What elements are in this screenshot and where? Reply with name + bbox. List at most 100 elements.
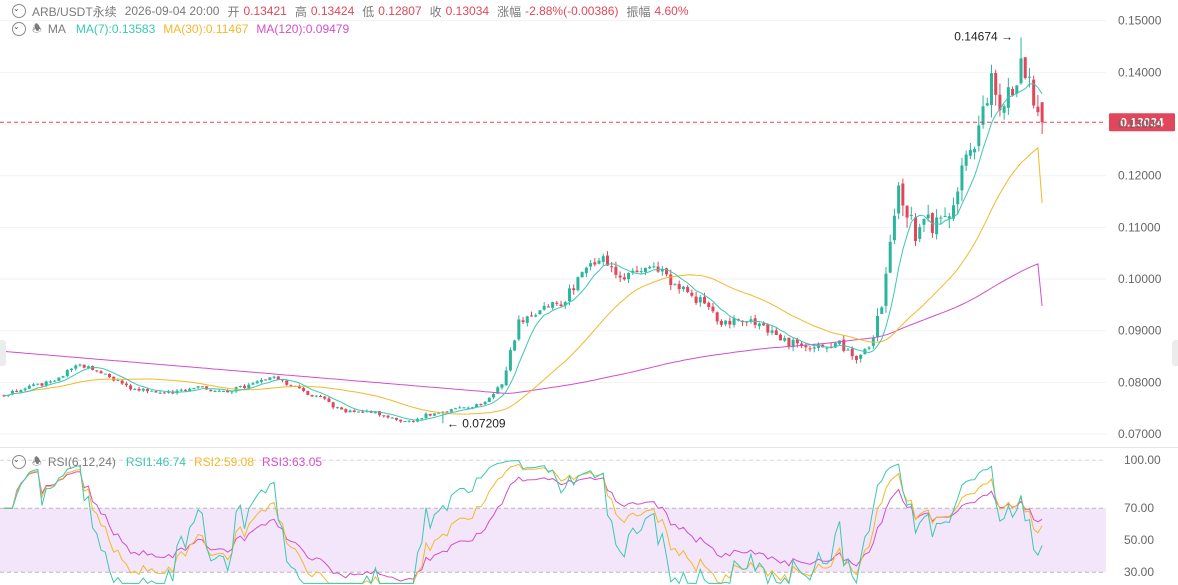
candle-body (386, 415, 390, 418)
high-label: 高 (294, 4, 307, 19)
price-axis-tick: 0.08000 (1118, 375, 1162, 389)
candle-body (690, 292, 694, 296)
rsi1-legend: RSI1:46.74 (125, 455, 186, 469)
candle-body (483, 402, 487, 405)
candle-body (631, 270, 635, 273)
candle-body (892, 215, 896, 241)
candle-body (454, 408, 458, 410)
candle-body (660, 269, 664, 272)
bell-icon[interactable]: 🕭 (32, 22, 42, 35)
ma7-legend: MA(7):0.13583 (75, 22, 156, 36)
candle-body (129, 385, 133, 390)
low-annotation: ← 0.07209 (447, 416, 506, 430)
candle-body (618, 275, 622, 278)
candle-body (846, 349, 850, 351)
candle-body (297, 386, 301, 389)
datetime-label: 2026-09-04 20:00 (124, 4, 220, 18)
candle-body (192, 388, 196, 390)
candle-body (546, 306, 550, 308)
candle-body (276, 376, 280, 380)
candle-body (65, 370, 69, 376)
candle-body (909, 214, 913, 216)
candle-body (816, 344, 820, 348)
candle-body (196, 386, 200, 388)
ma30-line (3, 146, 1043, 415)
candle-body (724, 320, 728, 325)
candle-body (331, 402, 335, 408)
candle-body (930, 213, 934, 233)
ma-collapse-chevron-icon[interactable]: ⌄ (12, 22, 26, 36)
candle-body (162, 392, 166, 394)
candle-body (673, 284, 677, 286)
rsi-collapse-chevron-icon[interactable]: ⌄ (12, 455, 26, 469)
candle-body (572, 288, 576, 291)
candle-body (23, 388, 27, 391)
left-scroll-handle[interactable] (0, 340, 6, 366)
candle-body (686, 287, 690, 293)
rsi-label[interactable]: RSI(6,12,24) (47, 455, 116, 469)
candle-body (1027, 76, 1031, 78)
candle-body (475, 404, 479, 408)
candle-body (226, 390, 230, 393)
candle-body (694, 296, 698, 303)
candle-body (732, 318, 736, 325)
candle-body (1023, 57, 1027, 79)
candle-body (466, 407, 470, 409)
candle-body (635, 270, 639, 273)
candle-body (597, 260, 601, 264)
price-axis-tick: 0.13000 (1118, 117, 1162, 131)
candle-body (496, 387, 500, 394)
candle-body (179, 389, 183, 391)
candle-body (1011, 88, 1015, 96)
collapse-chevron-icon[interactable]: ⌄ (12, 4, 26, 18)
candle-body (922, 218, 926, 225)
candle-body (808, 348, 812, 350)
candle-body (952, 205, 955, 219)
candle-body (985, 103, 989, 106)
low-label: 低 (362, 4, 375, 19)
ma7-line (3, 83, 1043, 421)
candle-body (605, 255, 609, 266)
candle-body (188, 388, 192, 392)
candle-body (859, 354, 863, 359)
candle-body (681, 286, 685, 290)
candle-body (1002, 106, 1006, 113)
candle-body (774, 330, 778, 335)
candle-body (981, 106, 985, 125)
candle-body (340, 407, 344, 410)
candle-body (580, 272, 584, 278)
candle-body (795, 339, 799, 344)
candle-body (770, 330, 774, 333)
candle-body (778, 334, 782, 341)
rsi-bell-icon[interactable]: 🕭 (32, 455, 42, 468)
candle-body (492, 393, 496, 398)
candle-body (787, 337, 791, 347)
price-axis-tick: 0.14000 (1118, 65, 1162, 79)
right-scroll-handle[interactable] (1172, 340, 1178, 366)
candle-body (120, 380, 124, 384)
candle-body (652, 266, 656, 268)
candle-body (335, 407, 339, 409)
candle-body (124, 383, 128, 386)
candle-body (407, 420, 411, 422)
candle-body (133, 389, 137, 391)
candle-body (251, 383, 255, 385)
candle-body (854, 355, 858, 360)
ma-label[interactable]: MA (47, 22, 66, 36)
candle-body (470, 407, 474, 409)
candle-body (200, 386, 204, 388)
candle-body (259, 379, 263, 382)
candle-body (783, 338, 787, 341)
candle-body (563, 302, 567, 306)
close-value: 0.13034 (445, 4, 490, 18)
candle-body (567, 288, 571, 302)
candle-body (15, 390, 19, 392)
ma-legend: ⌄ 🕭 MA MA(7):0.13583 MA(30):0.11467 MA(1… (0, 21, 349, 37)
candle-body (243, 385, 247, 388)
rsi-axis-tick: 50.00 (1124, 533, 1154, 547)
close-label: 收 (429, 4, 442, 19)
candle-body (534, 315, 538, 317)
candle-body (19, 390, 23, 393)
candle-body (432, 413, 436, 416)
